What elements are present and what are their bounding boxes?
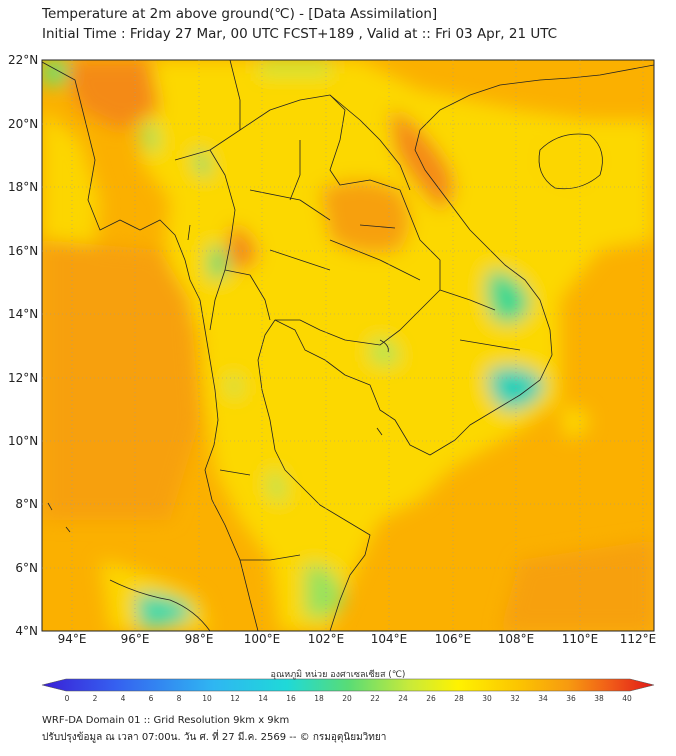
colorbar-tick: 12 [230,694,240,703]
lat-label-14n: 14°N [8,307,39,321]
colorbar-tick: 34 [538,694,548,703]
lat-label-22n: 22°N [8,53,39,67]
colorbar-tick: 22 [370,694,380,703]
lat-label-20n: 20°N [8,117,39,131]
lon-label-104e: 104°E [370,632,408,646]
colorbar-tick: 38 [594,694,604,703]
colorbar-tick: 2 [92,694,98,703]
lat-label-16n: 16°N [8,244,39,258]
colorbar-tick: 10 [202,694,212,703]
colorbar-tick: 36 [566,694,576,703]
lat-label-4n: 4°N [15,624,38,638]
colorbar-tick: 6 [148,694,154,703]
colorbar-tick: 20 [342,694,352,703]
colorbar-tick: 40 [622,694,632,703]
temperature-colorbar [41,678,655,692]
colorbar-tick: 24 [398,694,408,703]
colorbar-title: อุณหภูมิ หน่วย องศาเซลเซียส (℃) [270,670,406,680]
map-title: Temperature at 2m above ground(℃) - [Dat… [42,6,438,22]
lat-label-6n: 6°N [15,561,38,575]
colorbar-tick: 14 [258,694,268,703]
lat-label-18n: 18°N [8,180,39,194]
lat-label-8n: 8°N [15,497,38,511]
colorbar-tick: 32 [510,694,520,703]
colorbar-tick: 18 [314,694,324,703]
colorbar-tick: 8 [176,694,182,703]
map-frame [41,59,655,632]
lon-label-112e: 112°E [619,632,657,646]
lat-label-10n: 10°N [8,434,39,448]
colorbar-tick: 0 [64,694,70,703]
colorbar-tick: 26 [426,694,436,703]
footer-update-credit: ปรับปรุงข้อมูล ณ เวลา 07:00น. วัน ศ. ที่… [42,732,387,743]
colorbar-tick: 16 [286,694,296,703]
colorbar-tick: 30 [482,694,492,703]
map-subtitle: Initial Time : Friday 27 Mar, 00 UTC FCS… [42,26,558,42]
lon-label-94e: 94°E [57,632,87,646]
temperature-field [42,60,654,631]
colorbar-tick: 4 [120,694,126,703]
lon-label-96e: 96°E [120,632,150,646]
lon-label-100e: 100°E [243,632,281,646]
lon-label-106e: 106°E [434,632,472,646]
lat-label-12n: 12°N [8,371,39,385]
lon-label-98e: 98°E [184,632,214,646]
colorbar-tick: 28 [454,694,464,703]
lon-label-102e: 102°E [307,632,345,646]
lon-label-110e: 110°E [561,632,599,646]
lon-label-108e: 108°E [497,632,535,646]
footer-model-info: WRF-DA Domain 01 :: Grid Resolution 9km … [42,715,290,726]
